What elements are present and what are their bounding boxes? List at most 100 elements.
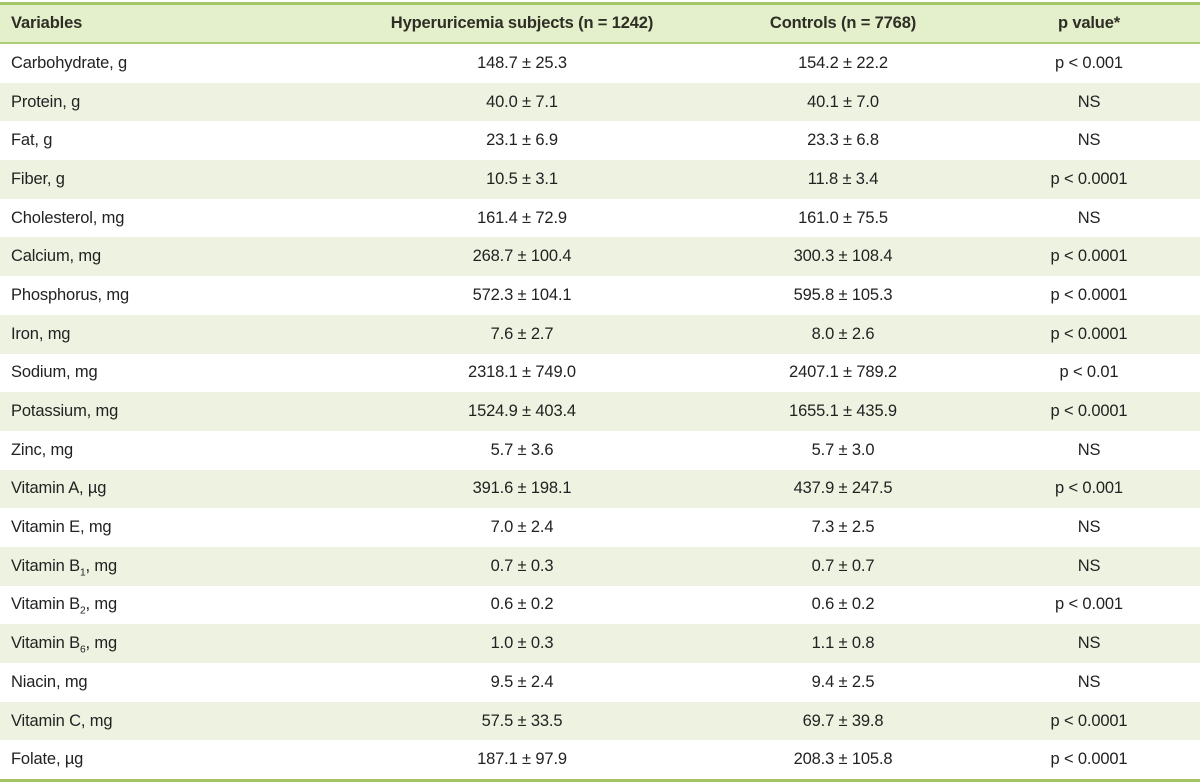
table-row: Vitamin C, mg 57.5 ± 33.5 69.7 ± 39.8 p … [0, 701, 1200, 741]
controls-value: 437.9 ± 247.5 [708, 469, 978, 509]
variable-label: Vitamin E, mg [0, 508, 336, 547]
hyperuricemia-value: 5.7 ± 3.6 [336, 430, 708, 470]
variable-label: Vitamin B1, mg [0, 546, 336, 586]
p-value: NS [978, 121, 1200, 161]
hyperuricemia-value: 7.6 ± 2.7 [336, 314, 708, 354]
table-header: Variables Hyperuricemia subjects (n = 12… [0, 5, 1200, 44]
hyperuricemia-value: 40.0 ± 7.1 [336, 82, 708, 122]
table-row: Vitamin A, µg 391.6 ± 198.1 437.9 ± 247.… [0, 469, 1200, 509]
hyperuricemia-value: 10.5 ± 3.1 [336, 160, 708, 199]
p-value: p < 0.0001 [978, 701, 1200, 741]
p-value: p < 0.001 [978, 43, 1200, 83]
p-value: p < 0.0001 [978, 392, 1200, 431]
variable-label: Folate, µg [0, 740, 336, 780]
hyperuricemia-value: 187.1 ± 97.9 [336, 740, 708, 780]
variable-label: Niacin, mg [0, 663, 336, 702]
table-row: Niacin, mg 9.5 ± 2.4 9.4 ± 2.5 NS [0, 663, 1200, 702]
controls-value: 69.7 ± 39.8 [708, 701, 978, 741]
p-value: p < 0.001 [978, 585, 1200, 625]
p-value: p < 0.0001 [978, 740, 1200, 780]
hyperuricemia-value: 1.0 ± 0.3 [336, 624, 708, 663]
table-row: Vitamin E, mg 7.0 ± 2.4 7.3 ± 2.5 NS [0, 508, 1200, 547]
hyperuricemia-value: 268.7 ± 100.4 [336, 237, 708, 277]
table-row: Vitamin B6, mg 1.0 ± 0.3 1.1 ± 0.8 NS [0, 624, 1200, 663]
hyperuricemia-value: 572.3 ± 104.1 [336, 276, 708, 315]
variable-label: Vitamin B6, mg [0, 624, 336, 663]
variable-label: Vitamin B2, mg [0, 585, 336, 625]
table-row: Potassium, mg 1524.9 ± 403.4 1655.1 ± 43… [0, 392, 1200, 431]
hyperuricemia-value: 0.7 ± 0.3 [336, 546, 708, 586]
controls-value: 1.1 ± 0.8 [708, 624, 978, 663]
controls-value: 23.3 ± 6.8 [708, 121, 978, 161]
nutrition-intake-table: Variables Hyperuricemia subjects (n = 12… [0, 5, 1200, 780]
variable-label: Protein, g [0, 82, 336, 122]
p-value: NS [978, 82, 1200, 122]
table-row: Vitamin B1, mg 0.7 ± 0.3 0.7 ± 0.7 NS [0, 546, 1200, 586]
controls-value: 0.7 ± 0.7 [708, 546, 978, 586]
table-row: Phosphorus, mg 572.3 ± 104.1 595.8 ± 105… [0, 276, 1200, 315]
variable-label: Zinc, mg [0, 430, 336, 470]
variable-label: Phosphorus, mg [0, 276, 336, 315]
p-value: NS [978, 430, 1200, 470]
p-value: NS [978, 508, 1200, 547]
column-header-variables: Variables [0, 5, 336, 44]
controls-value: 300.3 ± 108.4 [708, 237, 978, 277]
column-header-hyperuricemia: Hyperuricemia subjects (n = 1242) [336, 5, 708, 44]
controls-value: 8.0 ± 2.6 [708, 314, 978, 354]
controls-value: 11.8 ± 3.4 [708, 160, 978, 199]
p-value: p < 0.01 [978, 353, 1200, 393]
p-value: NS [978, 546, 1200, 586]
table-row: Folate, µg 187.1 ± 97.9 208.3 ± 105.8 p … [0, 740, 1200, 780]
column-header-controls: Controls (n = 7768) [708, 5, 978, 44]
controls-value: 154.2 ± 22.2 [708, 43, 978, 83]
hyperuricemia-value: 23.1 ± 6.9 [336, 121, 708, 161]
table-row: Iron, mg 7.6 ± 2.7 8.0 ± 2.6 p < 0.0001 [0, 314, 1200, 354]
hyperuricemia-value: 148.7 ± 25.3 [336, 43, 708, 83]
variable-label: Calcium, mg [0, 237, 336, 277]
table-row: Fiber, g 10.5 ± 3.1 11.8 ± 3.4 p < 0.000… [0, 160, 1200, 199]
hyperuricemia-value: 161.4 ± 72.9 [336, 198, 708, 238]
table-body: Carbohydrate, g 148.7 ± 25.3 154.2 ± 22.… [0, 43, 1200, 780]
p-value: NS [978, 198, 1200, 238]
column-header-p-value: p value* [978, 5, 1200, 44]
p-value: NS [978, 624, 1200, 663]
variable-label: Vitamin C, mg [0, 701, 336, 741]
hyperuricemia-value: 2318.1 ± 749.0 [336, 353, 708, 393]
table-row: Carbohydrate, g 148.7 ± 25.3 154.2 ± 22.… [0, 43, 1200, 83]
variable-label: Vitamin A, µg [0, 469, 336, 509]
hyperuricemia-value: 7.0 ± 2.4 [336, 508, 708, 547]
controls-value: 7.3 ± 2.5 [708, 508, 978, 547]
variable-label: Potassium, mg [0, 392, 336, 431]
hyperuricemia-value: 57.5 ± 33.5 [336, 701, 708, 741]
controls-value: 9.4 ± 2.5 [708, 663, 978, 702]
controls-value: 595.8 ± 105.3 [708, 276, 978, 315]
variable-label: Fiber, g [0, 160, 336, 199]
controls-value: 2407.1 ± 789.2 [708, 353, 978, 393]
table-row: Calcium, mg 268.7 ± 100.4 300.3 ± 108.4 … [0, 237, 1200, 277]
variable-label: Iron, mg [0, 314, 336, 354]
controls-value: 1655.1 ± 435.9 [708, 392, 978, 431]
p-value: p < 0.001 [978, 469, 1200, 509]
table-row: Sodium, mg 2318.1 ± 749.0 2407.1 ± 789.2… [0, 353, 1200, 393]
hyperuricemia-value: 9.5 ± 2.4 [336, 663, 708, 702]
p-value: p < 0.0001 [978, 237, 1200, 277]
controls-value: 0.6 ± 0.2 [708, 585, 978, 625]
controls-value: 5.7 ± 3.0 [708, 430, 978, 470]
controls-value: 161.0 ± 75.5 [708, 198, 978, 238]
p-value: p < 0.0001 [978, 314, 1200, 354]
header-row: Variables Hyperuricemia subjects (n = 12… [0, 5, 1200, 44]
table-row: Protein, g 40.0 ± 7.1 40.1 ± 7.0 NS [0, 82, 1200, 122]
table-row: Cholesterol, mg 161.4 ± 72.9 161.0 ± 75.… [0, 198, 1200, 238]
controls-value: 40.1 ± 7.0 [708, 82, 978, 122]
table-row: Fat, g 23.1 ± 6.9 23.3 ± 6.8 NS [0, 121, 1200, 161]
hyperuricemia-value: 1524.9 ± 403.4 [336, 392, 708, 431]
p-value: p < 0.0001 [978, 160, 1200, 199]
variable-label: Fat, g [0, 121, 336, 161]
table-row: Vitamin B2, mg 0.6 ± 0.2 0.6 ± 0.2 p < 0… [0, 585, 1200, 625]
p-value: p < 0.0001 [978, 276, 1200, 315]
hyperuricemia-value: 0.6 ± 0.2 [336, 585, 708, 625]
variable-label: Cholesterol, mg [0, 198, 336, 238]
table-row: Zinc, mg 5.7 ± 3.6 5.7 ± 3.0 NS [0, 430, 1200, 470]
controls-value: 208.3 ± 105.8 [708, 740, 978, 780]
